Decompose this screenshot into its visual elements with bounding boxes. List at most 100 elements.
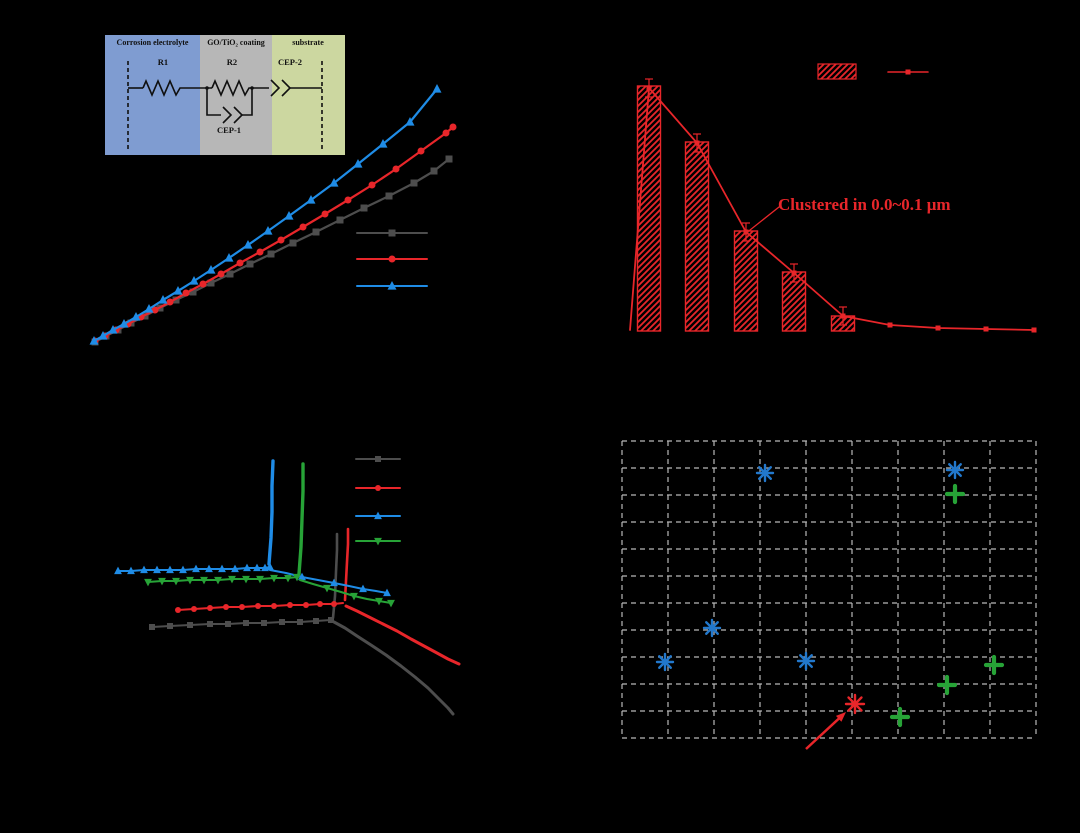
marker-triangle-down — [256, 575, 264, 584]
marker-asterisk — [948, 463, 962, 477]
marker-triangle-down — [144, 578, 152, 587]
marker-square — [360, 204, 368, 212]
marker-square — [430, 167, 438, 175]
marker-triangle-up — [131, 312, 141, 321]
arrow-head — [835, 712, 846, 722]
histogram-bar — [684, 141, 710, 332]
marker-circle — [368, 181, 376, 189]
marker-square — [225, 621, 231, 627]
marker-asterisk — [799, 654, 813, 668]
marker-square — [207, 621, 213, 627]
marker-triangle-up — [173, 286, 183, 295]
histogram-bar — [636, 85, 662, 332]
marker-circle — [223, 604, 229, 610]
marker-circle — [344, 196, 352, 204]
marker-triangle-up — [383, 588, 391, 597]
marker-square — [313, 618, 319, 624]
marker-triangle-up — [284, 211, 294, 220]
marker-triangle-up — [405, 117, 415, 126]
marker-triangle-down — [284, 574, 292, 583]
marker-triangle-up — [144, 304, 154, 313]
marker-circle — [317, 601, 323, 607]
marker-triangle-up — [231, 564, 239, 573]
series-coating-b — [269, 569, 388, 594]
junction-node — [205, 86, 209, 90]
marker-triangle-up — [353, 159, 363, 168]
marker-triangle-down — [375, 597, 383, 606]
marker-circle — [392, 165, 400, 173]
marker-triangle-down — [186, 576, 194, 585]
cpe2-symbol — [270, 79, 281, 97]
marker-square — [445, 155, 453, 163]
marker-square — [935, 325, 941, 331]
marker-circle — [449, 123, 457, 131]
marker-square — [887, 322, 893, 328]
marker-circle — [151, 306, 159, 314]
marker-square — [261, 620, 267, 626]
resistor-r2 — [211, 78, 252, 98]
branch-wire — [242, 88, 253, 116]
marker-circle — [271, 603, 277, 609]
marker-triangle-up — [127, 566, 135, 575]
series-coating-b — [267, 459, 275, 566]
marker-circle — [321, 210, 329, 218]
marker-circle — [239, 604, 245, 610]
marker-square — [336, 216, 344, 224]
marker-triangle-up — [119, 319, 129, 328]
marker-triangle-up — [378, 139, 388, 148]
marker-triangle-up — [359, 584, 367, 593]
marker-triangle-down — [158, 577, 166, 586]
substrate-region — [272, 35, 345, 155]
r2-label: R2 — [226, 57, 238, 67]
substrate-label: substrate — [292, 38, 324, 47]
marker-circle — [217, 270, 225, 278]
cpe2-symbol — [281, 79, 292, 97]
marker-square — [246, 260, 254, 268]
marker-asterisk — [758, 466, 772, 480]
marker-circle — [388, 255, 396, 263]
marker-triangle-down — [270, 574, 278, 583]
marker-triangle-up — [89, 336, 99, 345]
marker-triangle-up — [374, 511, 382, 520]
cep2-label: CEP-2 — [277, 57, 303, 67]
marker-triangle-down — [374, 537, 382, 546]
marker-square — [312, 228, 320, 236]
cpe1-symbol — [233, 106, 244, 124]
marker-circle — [175, 607, 181, 613]
coating-region — [200, 35, 272, 155]
marker-square — [410, 179, 418, 187]
marker-square — [375, 456, 381, 462]
r1-label: R1 — [157, 57, 169, 67]
marker-circle — [166, 298, 174, 306]
marker-triangle-up — [266, 562, 274, 571]
junction-node — [250, 86, 254, 90]
series-coating-c — [297, 462, 305, 576]
marker-triangle-up — [253, 563, 261, 572]
marker-triangle-up — [205, 564, 213, 573]
marker-square — [905, 69, 911, 75]
marker-square — [328, 617, 334, 623]
marker-circle — [207, 605, 213, 611]
marker-asterisk — [705, 621, 719, 635]
marker-circle — [417, 147, 425, 155]
distribution-line — [629, 87, 1035, 331]
series-coating-a — [344, 604, 461, 666]
marker-square — [149, 624, 155, 630]
marker-circle — [255, 603, 261, 609]
marker-triangle-down — [200, 576, 208, 585]
marker-triangle-up — [243, 240, 253, 249]
marker-triangle-up — [140, 565, 148, 574]
marker-triangle-up — [158, 295, 168, 304]
marker-triangle-up — [263, 226, 273, 235]
marker-triangle-up — [298, 572, 306, 581]
electrolyte-label: Corrosion electrolyte — [116, 38, 189, 47]
histogram-bar — [733, 230, 759, 332]
marker-triangle-up — [329, 178, 339, 187]
circuit-diagram — [127, 61, 323, 149]
marker-square — [167, 623, 173, 629]
series-substrate — [332, 620, 455, 716]
marker-triangle-up — [224, 253, 234, 262]
marker-circle — [191, 606, 197, 612]
